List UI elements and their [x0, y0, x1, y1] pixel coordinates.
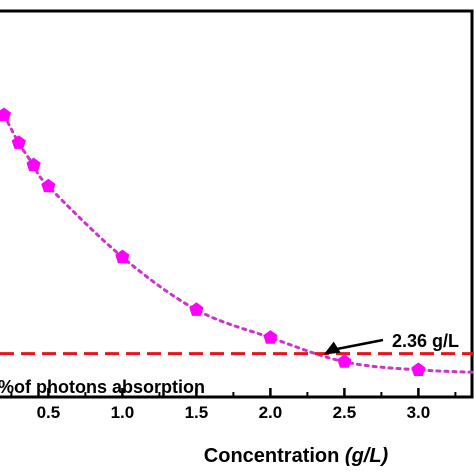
x-ticks — [10, 388, 457, 397]
plot-frame — [0, 9, 474, 399]
data-point — [0, 107, 12, 122]
annotation-arrow-head — [323, 341, 341, 355]
data-point — [411, 362, 426, 376]
annotations: 2.36 g/L %of photons absorption — [0, 331, 459, 397]
x-tick-label: 3.0 — [407, 403, 431, 422]
data-point — [337, 354, 352, 368]
x-tick-label: 0.5 — [37, 403, 61, 422]
data-point — [263, 330, 278, 344]
data-point — [189, 302, 204, 316]
x-axis-title: Concentration (g/L) — [204, 445, 389, 467]
fit-curve-group — [2, 113, 474, 374]
x-tick-label: 1.0 — [111, 403, 135, 422]
data-point — [115, 249, 130, 264]
x-tick-labels: 0.51.01.52.02.53.03. — [37, 403, 431, 422]
data-markers — [0, 107, 426, 376]
data-point — [11, 135, 26, 149]
x-axis-title-unit: (g/L) — [345, 445, 389, 467]
annotation-concentration: 2.36 g/L — [392, 331, 459, 351]
x-tick-label: 2.5 — [333, 403, 357, 422]
x-axis-title-main: Concentration — [204, 445, 345, 467]
fit-curve — [2, 113, 474, 374]
data-point — [41, 178, 56, 193]
x-tick-label: 1.5 — [185, 403, 209, 422]
data-point — [26, 157, 41, 172]
x-tick-label: 2.0 — [259, 403, 283, 422]
annotation-absorption: %of photons absorption — [0, 377, 205, 397]
annotation-arrow-line — [333, 338, 384, 351]
